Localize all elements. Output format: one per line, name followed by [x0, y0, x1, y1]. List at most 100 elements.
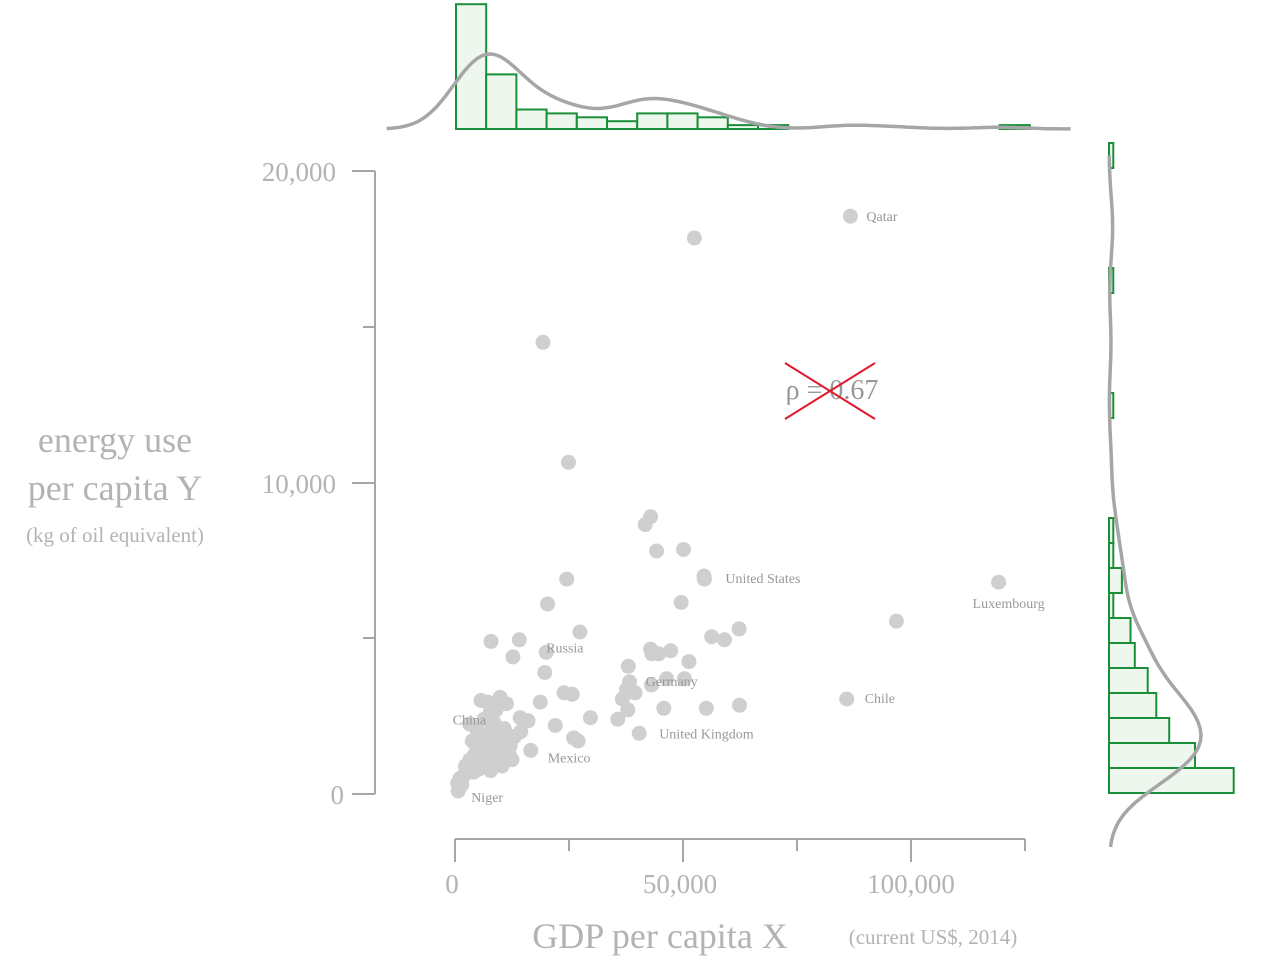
right-histogram-bar	[1108, 692, 1158, 719]
y-tick-label: 20,000	[262, 157, 336, 187]
data-point	[696, 571, 712, 587]
data-point	[656, 700, 672, 716]
top-marginal-histogram	[455, 3, 1031, 131]
top-histogram-bar	[696, 116, 729, 131]
data-point	[505, 649, 521, 665]
point-label: United Kingdom	[659, 727, 754, 742]
data-point	[547, 718, 563, 733]
data-point	[991, 574, 1007, 590]
data-point	[698, 700, 714, 716]
y-tick-label: 10,000	[262, 469, 336, 499]
data-point	[582, 710, 598, 726]
data-point	[704, 629, 720, 645]
point-labels: Qatar United States Luxembourg Russia German…	[453, 210, 1045, 806]
x-tick-label: 100,000	[867, 869, 955, 899]
data-point	[467, 746, 483, 761]
x-axis-unit: (current US$, 2014)	[849, 925, 1018, 949]
right-histogram-bar	[1108, 517, 1115, 544]
data-point	[649, 543, 665, 559]
cross-out-stroke	[784, 362, 876, 420]
data-point	[839, 691, 855, 707]
data-point	[686, 230, 702, 246]
data-point	[453, 778, 468, 794]
right-histogram-bar	[1108, 592, 1115, 619]
top-histogram-bar	[485, 73, 518, 130]
top-histogram-bar	[606, 120, 639, 130]
data-point	[492, 689, 508, 705]
top-histogram-bar	[545, 112, 578, 131]
right-histogram-bar	[1108, 642, 1136, 669]
data-point	[561, 454, 576, 470]
data-point	[468, 721, 484, 737]
top-histogram-bar	[666, 112, 699, 131]
data-point	[535, 334, 551, 350]
data-point	[620, 658, 636, 674]
data-point	[570, 733, 586, 749]
data-point	[511, 632, 527, 648]
data-point	[717, 632, 732, 648]
data-point	[532, 694, 548, 710]
scatter-points	[450, 208, 1007, 799]
data-point	[631, 725, 647, 741]
correlation-annotation: ρ = 0.67	[784, 362, 878, 420]
y-axis-title-line1: energy use	[38, 420, 192, 460]
right-histogram-bar	[1108, 667, 1149, 694]
data-point	[731, 621, 747, 637]
point-label: Luxembourg	[973, 597, 1045, 612]
point-label: United States	[725, 572, 800, 587]
data-point	[681, 654, 697, 670]
y-axis: 20,000 10,000 0	[262, 157, 376, 810]
data-point	[659, 671, 675, 687]
data-point	[637, 517, 653, 533]
point-label: Qatar	[866, 210, 897, 225]
y-axis-title-line2: per capita Y	[28, 468, 203, 508]
data-point	[559, 571, 575, 587]
data-point	[540, 596, 556, 612]
x-axis: 0 50,000 100,000	[445, 838, 1026, 899]
top-histogram-bar	[455, 3, 488, 131]
point-label: Russia	[546, 641, 584, 656]
right-kde-curve	[1107, 155, 1203, 848]
point-label: Niger	[471, 791, 503, 806]
data-point	[644, 677, 659, 693]
top-histogram-bar	[726, 124, 759, 130]
data-point	[663, 643, 679, 659]
x-axis-title: GDP per capita X	[532, 916, 788, 956]
point-label: Mexico	[548, 751, 591, 766]
data-point	[537, 665, 553, 680]
data-point	[673, 594, 689, 610]
data-point	[620, 702, 636, 718]
data-point	[627, 685, 643, 701]
top-histogram-bar	[515, 108, 548, 130]
right-histogram-bar	[1108, 542, 1115, 569]
right-histogram-bar	[1108, 717, 1171, 744]
top-kde-curve	[386, 52, 1071, 131]
data-point	[538, 644, 554, 660]
data-point	[842, 208, 858, 224]
data-point	[520, 713, 536, 729]
data-point	[483, 633, 499, 649]
right-histogram-bar	[1108, 567, 1123, 594]
data-point	[501, 747, 517, 763]
right-histogram-bar	[1108, 742, 1196, 769]
data-point	[732, 697, 747, 713]
data-point	[464, 733, 480, 749]
data-point	[676, 542, 691, 557]
point-label: China	[453, 713, 487, 728]
data-point	[493, 725, 509, 741]
point-label: Chile	[865, 692, 895, 707]
y-tick-label: 0	[331, 780, 345, 810]
x-tick-label: 0	[445, 869, 459, 899]
point-label: Germany	[646, 675, 698, 690]
x-tick-label: 50,000	[643, 869, 717, 899]
data-point	[610, 711, 626, 727]
right-marginal-histogram	[1108, 142, 1235, 794]
data-point	[572, 624, 588, 640]
right-histogram-bar	[1108, 767, 1235, 794]
data-point	[676, 671, 692, 687]
data-point	[888, 613, 904, 629]
top-histogram-bar	[636, 112, 669, 131]
data-point	[564, 686, 580, 702]
top-histogram-bar	[575, 116, 608, 131]
